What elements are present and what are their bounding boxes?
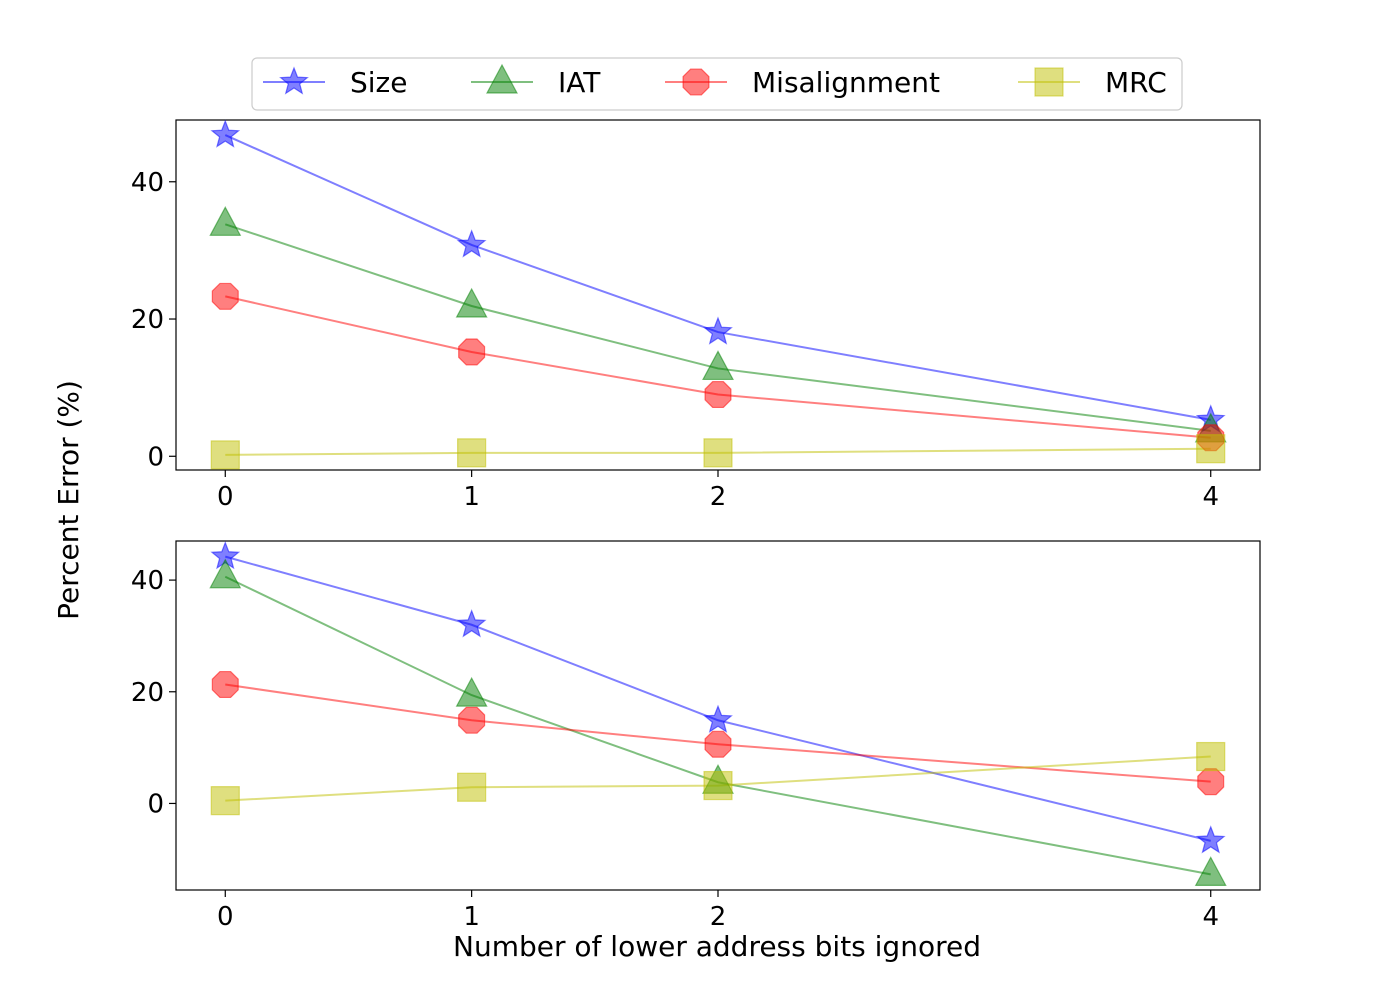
y-tick-label: 20	[131, 678, 164, 708]
data-point-size	[1195, 825, 1226, 854]
data-point-iat	[209, 558, 242, 589]
data-point-misalignment	[704, 380, 732, 409]
y-tick-label: 40	[131, 566, 164, 596]
data-point-iat	[455, 676, 488, 707]
legend-entry-size: Size	[263, 66, 407, 99]
data-point-mrc	[1196, 741, 1226, 772]
series-line-mrc	[225, 755, 1211, 802]
x-tick-label: 4	[1202, 902, 1219, 932]
data-point-size	[456, 229, 487, 258]
x-tick-label: 2	[710, 902, 727, 932]
data-point-misalignment	[458, 338, 486, 366]
x-tick-label: 0	[217, 482, 234, 512]
legend-marker-star-icon	[279, 66, 309, 95]
legend-label: Size	[350, 66, 407, 99]
data-point-mrc	[703, 438, 733, 468]
legend: Size IAT Misalignment MRC	[251, 57, 1183, 111]
series-line-misalignment	[225, 295, 1211, 439]
data-point-mrc	[210, 440, 240, 470]
data-point-mrc	[210, 786, 240, 816]
x-tick-label: 2	[710, 482, 727, 512]
data-point-mrc	[457, 772, 487, 802]
series-line-mrc	[225, 447, 1211, 456]
series-line-misalignment	[225, 683, 1211, 783]
series-line-iat	[224, 575, 1211, 876]
x-tick-label: 1	[463, 482, 480, 512]
data-point-iat	[455, 287, 488, 318]
data-point-mrc	[703, 770, 733, 801]
data-point-size	[703, 316, 733, 345]
legend-entry-misalignment: Misalignment	[665, 66, 940, 99]
y-tick-label: 0	[147, 442, 164, 472]
x-tick-label: 0	[217, 902, 234, 932]
y-tick-label: 40	[131, 168, 164, 198]
data-point-mrc	[1196, 434, 1226, 464]
y-tick-label: 0	[147, 789, 164, 819]
legend-marker-triangle-icon	[485, 63, 519, 94]
legend-label: IAT	[558, 66, 601, 99]
data-point-size	[456, 609, 487, 638]
data-point-mrc	[457, 438, 487, 468]
legend-marker-octagon-icon	[682, 68, 710, 96]
data-point-misalignment	[211, 670, 239, 699]
data-point-iat	[1194, 856, 1227, 886]
data-point-iat	[209, 206, 242, 236]
x-tick-label: 4	[1202, 482, 1219, 512]
data-point-iat	[701, 350, 735, 381]
data-point-misalignment	[704, 730, 732, 758]
data-point-misalignment	[1197, 768, 1225, 796]
y-axis-label: Percent Error (%)	[52, 380, 85, 620]
legend-label: MRC	[1105, 66, 1167, 99]
x-axis-label: Number of lower address bits ignored	[453, 930, 981, 963]
series-line-size	[225, 555, 1211, 842]
legend-marker-square-icon	[1034, 67, 1064, 97]
series-line-iat	[224, 223, 1211, 432]
data-point-misalignment	[211, 282, 239, 310]
legend-frame	[251, 57, 1183, 111]
y-tick-label: 20	[131, 305, 164, 335]
legend-entry-iat: IAT	[471, 63, 601, 99]
data-point-misalignment	[458, 706, 486, 734]
legend-entry-mrc: MRC	[1018, 66, 1167, 99]
legend-label: Misalignment	[752, 66, 940, 99]
x-tick-label: 1	[463, 902, 480, 932]
data-point-size	[210, 119, 241, 148]
series-line-size	[224, 134, 1211, 421]
data-point-size	[703, 704, 733, 733]
